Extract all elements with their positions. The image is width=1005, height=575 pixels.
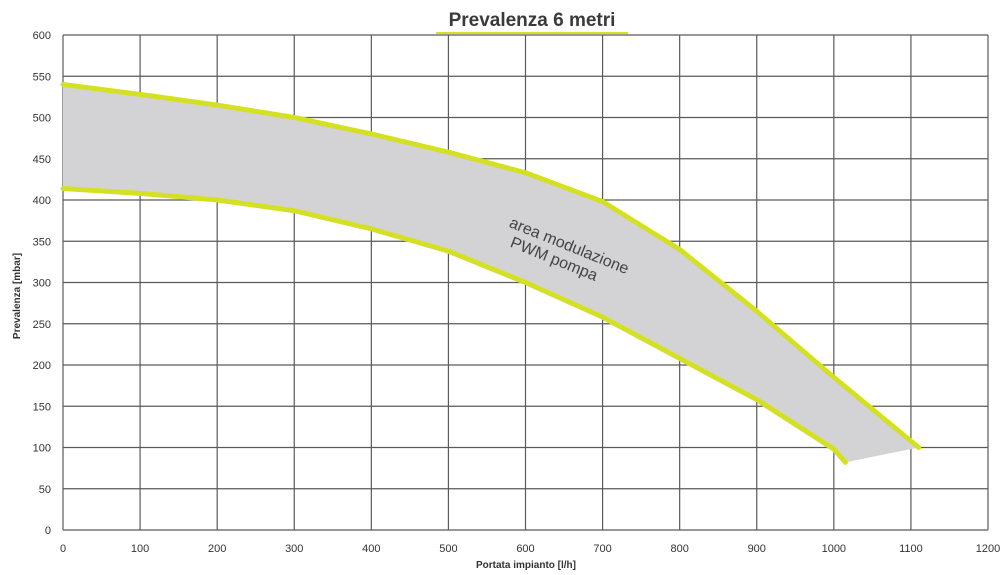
y-tick-label: 50 (39, 484, 51, 496)
y-tick-label: 150 (33, 401, 51, 413)
y-tick-label: 200 (33, 360, 51, 372)
x-tick-label: 300 (285, 543, 303, 555)
y-tick-label: 600 (33, 30, 51, 42)
tick-labels: 0 100 200 300 400 500 600 700 800 900 1000 1100 1200… (33, 30, 1001, 555)
chart-title: Prevalenza 6 metri (449, 10, 616, 31)
upper-limit-line (60, 82, 922, 450)
x-tick-label: 400 (362, 543, 380, 555)
x-tick-label: 1200 (976, 543, 1000, 555)
x-tick-label: 600 (516, 543, 534, 555)
x-tick-label: 900 (748, 543, 766, 555)
series-lines (60, 82, 922, 465)
y-tick-label: 400 (33, 195, 51, 207)
x-axis-label: Portata impianto [l/h] (476, 560, 576, 571)
x-tick-label: 800 (670, 543, 688, 555)
x-tick-label: 500 (439, 543, 457, 555)
x-tick-label: 0 (60, 543, 66, 555)
x-tick-label: 1000 (822, 543, 846, 555)
x-tick-label: 100 (131, 543, 149, 555)
y-tick-label: 0 (45, 525, 51, 537)
x-tick-label: 700 (593, 543, 611, 555)
title-group: Prevalenza 6 metri (436, 10, 628, 34)
y-tick-label: 500 (33, 113, 51, 125)
lower-limit-line (60, 185, 848, 465)
modulation-area (63, 84, 919, 463)
y-tick-label: 450 (33, 154, 51, 166)
x-tick-label: 1100 (899, 543, 923, 555)
y-tick-label: 300 (33, 278, 51, 290)
y-tick-label: 350 (33, 236, 51, 248)
y-tick-label: 550 (33, 71, 51, 83)
x-tick-label: 200 (208, 543, 226, 555)
y-tick-label: 100 (33, 443, 51, 455)
y-tick-label: 250 (33, 319, 51, 331)
y-axis-label: Prevalenza [mbar] (12, 253, 23, 339)
